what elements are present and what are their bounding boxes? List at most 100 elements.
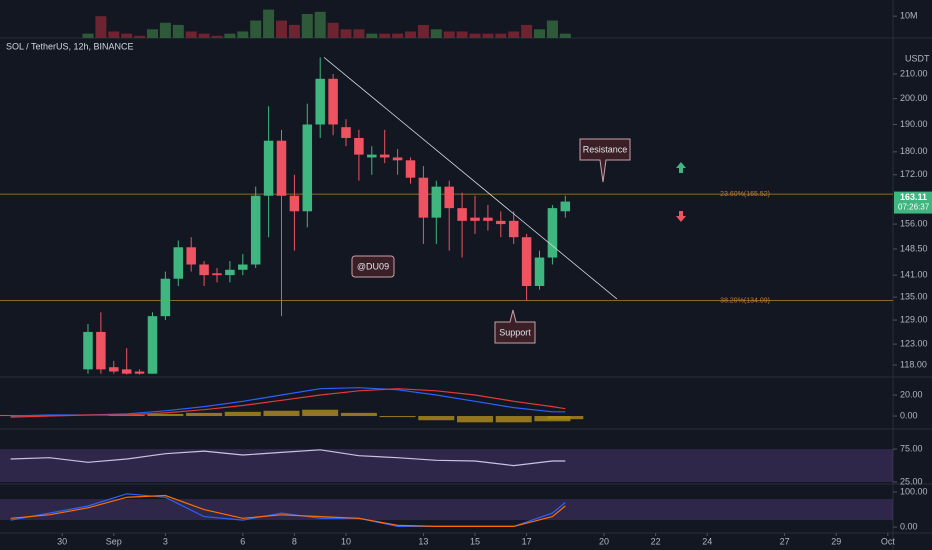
fib-label: 23.60%(165.52) [720, 191, 770, 198]
y-tick-label: 129.00 [900, 314, 928, 324]
y-tick-label: 123.00 [900, 338, 928, 348]
volume-bar [108, 31, 120, 38]
volume-bar [224, 33, 236, 38]
volume-bar [314, 11, 326, 38]
y-tick-label: 141.00 [900, 270, 928, 280]
indicator-line [10, 388, 566, 418]
volume-bar [495, 33, 507, 38]
volume-bar [366, 33, 378, 38]
candle-body [276, 140, 287, 196]
x-tick-label: 3 [163, 536, 168, 546]
volume-bar [405, 31, 417, 38]
axis-unit: USDT [905, 53, 930, 63]
volume-bar [353, 29, 365, 38]
indicator-line [10, 494, 566, 527]
histogram-bar [547, 416, 584, 420]
candle-body [444, 186, 454, 209]
histogram-bar [379, 416, 416, 418]
volume-bar [521, 24, 533, 38]
x-tick-label: 24 [702, 536, 712, 546]
y-tick-label: 118.00 [900, 359, 927, 369]
chart-title: SOL / TetherUS, 12h, BINANCE [6, 41, 134, 51]
volume-bar [172, 24, 184, 38]
candle-body [354, 137, 364, 155]
histogram-bar [147, 413, 184, 417]
candle-body [302, 124, 313, 212]
volume-bar [327, 22, 339, 38]
last-price-badge [894, 191, 932, 214]
histogram-bar [340, 412, 377, 417]
candle-body [379, 154, 390, 158]
candle-body [225, 269, 235, 276]
x-tick-label: 20 [599, 536, 609, 546]
histogram-bar [418, 416, 455, 421]
candle-body [418, 177, 429, 218]
x-tick-label: Oct [881, 536, 896, 546]
candle-body [521, 237, 532, 286]
x-tick-label: 13 [418, 536, 428, 546]
volume-bar [379, 33, 391, 38]
candle-body [457, 208, 467, 221]
candle-body [212, 273, 222, 276]
volume-bar [546, 20, 558, 38]
countdown-label: 07:26:37 [898, 203, 930, 212]
candle-body [367, 154, 377, 158]
histogram-bar [495, 416, 532, 423]
candle-body [121, 369, 132, 374]
y-tick-label: 25.00 [900, 476, 923, 486]
annotation: Support [499, 327, 531, 337]
x-tick-label: 15 [470, 536, 480, 546]
candle-body [496, 220, 506, 225]
resistance-callout: Resistance [579, 138, 631, 183]
volume-bar [443, 31, 455, 38]
volume-bar [146, 29, 158, 38]
y-tick-label: 156.00 [900, 218, 928, 228]
candle-body [547, 208, 558, 258]
volume-bar [250, 20, 262, 38]
candle-body [160, 278, 171, 317]
candle-body [405, 160, 416, 178]
support-callout: Support [494, 309, 536, 344]
candle-body [238, 264, 248, 270]
candle-body [341, 127, 351, 138]
y-tick-label: 190.00 [900, 119, 928, 129]
candle-body [134, 371, 145, 374]
volume-bar [198, 33, 210, 38]
annotation: Resistance [583, 144, 628, 154]
fib-label: 38.20%(134.09) [720, 297, 770, 304]
callout-box [351, 255, 395, 278]
last-price-label: 163.11 [900, 192, 927, 202]
volume-bar [121, 33, 133, 38]
x-tick-label: Sep [106, 536, 122, 546]
callout-box [494, 309, 536, 344]
candle-body [199, 264, 209, 276]
volume-bar [301, 14, 313, 38]
volume-bar [185, 31, 197, 38]
volume-bar [430, 29, 442, 38]
histogram-bar [224, 411, 261, 417]
candle-body [431, 186, 442, 218]
candle-body [173, 247, 184, 279]
y-tick-label: 75.00 [900, 443, 923, 453]
y-tick-label: 148.50 [900, 243, 928, 253]
histogram-bar [263, 410, 300, 417]
volume-bar [392, 33, 404, 38]
candle-body [83, 331, 93, 370]
volume-bar [237, 31, 249, 38]
y-tick-label: 180.00 [900, 146, 928, 156]
down-arrow-icon [676, 211, 686, 222]
x-tick-label: 10 [341, 536, 351, 546]
x-tick-label: 8 [292, 536, 297, 546]
y-tick-label: 210.00 [900, 68, 928, 78]
callout-box [579, 138, 631, 183]
x-tick-label: 6 [240, 536, 245, 546]
x-tick-label: 17 [522, 536, 532, 546]
y-tick-label: 172.00 [900, 169, 928, 179]
volume-bar [82, 33, 94, 38]
candle-body [470, 217, 480, 221]
y-tick-label: 10M [900, 11, 918, 21]
candle-body [508, 220, 519, 238]
candle-body [147, 316, 158, 374]
